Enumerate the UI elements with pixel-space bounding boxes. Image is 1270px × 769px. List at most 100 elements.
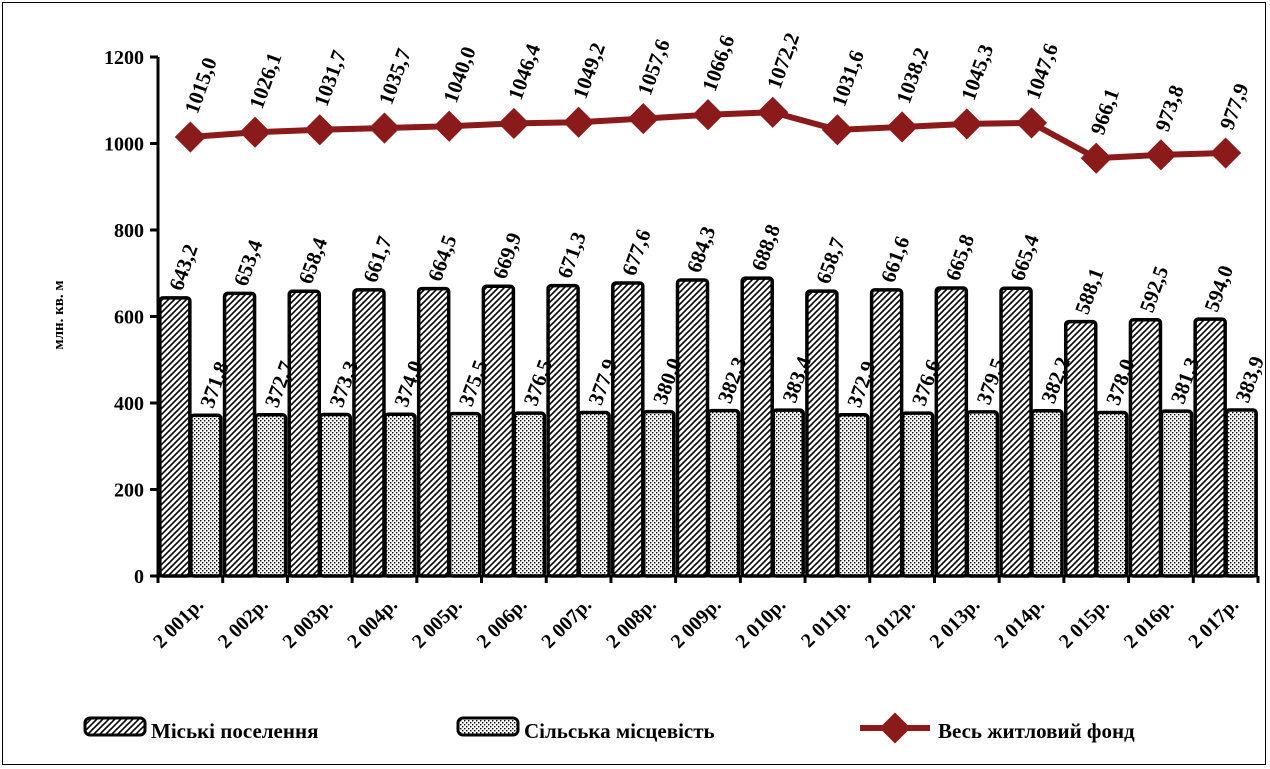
data-label-total: 1040,0 bbox=[438, 43, 480, 105]
line-marker-total bbox=[239, 116, 271, 148]
data-label-total: 966,1 bbox=[1085, 85, 1124, 138]
y-tick-label: 1000 bbox=[104, 134, 144, 156]
data-label-urban: 653,4 bbox=[229, 236, 268, 289]
bar-rural bbox=[189, 413, 223, 578]
bar-rural bbox=[383, 412, 417, 578]
x-tick-label: 2 014р. bbox=[990, 594, 1049, 653]
bar-rural bbox=[1159, 409, 1194, 578]
data-label-total: 1035,7 bbox=[374, 45, 416, 107]
bar-urban bbox=[805, 289, 839, 578]
legend-marker-total bbox=[879, 712, 911, 744]
data-label-total: 1038,2 bbox=[891, 44, 933, 106]
data-label-total: 1031,7 bbox=[309, 47, 351, 109]
data-label-urban: 671,3 bbox=[552, 229, 591, 282]
legend-item-urban: Міські поселення bbox=[83, 716, 318, 743]
data-label-urban: 592,5 bbox=[1135, 263, 1174, 316]
bar-urban bbox=[416, 286, 451, 578]
x-tick-label: 2 009р. bbox=[667, 594, 726, 653]
legend: Міські поселення Сільська місцевість Вес… bbox=[83, 712, 1135, 744]
y-tick-label: 400 bbox=[114, 393, 144, 415]
data-label-urban: 669,9 bbox=[488, 229, 527, 282]
bar-urban bbox=[934, 286, 969, 578]
bar-rural bbox=[447, 411, 482, 578]
legend-item-total: Весь житловий фонд bbox=[860, 712, 1135, 744]
data-label-total: 1046,4 bbox=[503, 40, 545, 103]
x-tick-label: 2 004р. bbox=[343, 594, 402, 653]
bar-rural bbox=[253, 413, 288, 578]
bar-rural bbox=[642, 409, 676, 578]
y-tick-label: 600 bbox=[114, 307, 144, 329]
bar-urban bbox=[222, 291, 257, 578]
bar-rural bbox=[836, 412, 870, 578]
x-tick-label: 2 013р. bbox=[926, 594, 985, 653]
line-marker-total bbox=[886, 111, 918, 143]
data-label-total: 1072,2 bbox=[762, 30, 804, 92]
data-label-urban: 665,4 bbox=[1005, 231, 1044, 284]
bar-rural bbox=[771, 408, 805, 578]
data-label-total: 973,8 bbox=[1150, 82, 1189, 135]
x-tick-label: 2 006р. bbox=[473, 594, 532, 653]
data-label-total: 1015,0 bbox=[179, 54, 221, 116]
bar-urban bbox=[611, 281, 645, 578]
bar-urban bbox=[999, 286, 1033, 578]
x-tick-label: 2 005р. bbox=[408, 594, 467, 653]
legend-swatch-rural bbox=[456, 716, 520, 737]
line-marker-total bbox=[692, 99, 724, 131]
data-label-total: 1031,6 bbox=[827, 47, 869, 109]
bar-rural bbox=[1224, 408, 1258, 578]
data-label-urban: 643,2 bbox=[164, 241, 203, 294]
bar-urban bbox=[287, 289, 322, 578]
data-label-total: 1047,6 bbox=[1021, 40, 1063, 102]
bar-rural bbox=[900, 411, 935, 578]
line-marker-total bbox=[174, 121, 206, 153]
data-label-urban: 661,6 bbox=[876, 233, 915, 286]
bar-urban bbox=[481, 284, 516, 578]
data-label-total: 1049,2 bbox=[568, 39, 610, 101]
line-marker-total bbox=[1210, 137, 1242, 169]
data-label-urban: 594,0 bbox=[1199, 262, 1238, 315]
data-label-urban: 588,1 bbox=[1070, 265, 1109, 318]
data-label-urban: 684,3 bbox=[682, 223, 721, 276]
line-marker-total bbox=[563, 106, 595, 138]
x-tick-label: 2 003р. bbox=[279, 594, 338, 653]
bar-urban bbox=[158, 296, 192, 578]
bar-urban bbox=[740, 276, 774, 578]
line-marker-total bbox=[821, 114, 853, 146]
line-marker-total bbox=[433, 110, 465, 142]
data-label-total: 1045,3 bbox=[956, 41, 998, 103]
legend-label-urban: Міські поселення bbox=[151, 719, 318, 743]
x-tick-label: 2 011р. bbox=[797, 594, 855, 652]
bar-urban bbox=[1193, 317, 1227, 578]
line-marker-total bbox=[498, 107, 530, 139]
legend-label-rural: Сільська місцевість bbox=[524, 719, 715, 743]
line-marker-total bbox=[1015, 107, 1048, 139]
line-marker-total bbox=[1080, 142, 1112, 174]
x-tick-label: 2 002р. bbox=[214, 594, 273, 653]
legend-item-rural: Сільська місцевість bbox=[456, 716, 715, 743]
data-label-total: 1026,1 bbox=[244, 49, 286, 111]
data-label-urban: 664,5 bbox=[423, 232, 462, 285]
x-tick-label: 2 008р. bbox=[602, 594, 661, 653]
bar-urban bbox=[1128, 317, 1163, 578]
bar-rural bbox=[706, 408, 741, 578]
line-marker-total bbox=[627, 103, 659, 135]
x-tick-label: 2 016р. bbox=[1120, 594, 1179, 653]
data-label-urban: 661,7 bbox=[358, 233, 397, 286]
x-tick-label: 2 010р. bbox=[731, 594, 790, 653]
legend-swatch-urban bbox=[83, 716, 147, 737]
data-label-urban: 658,4 bbox=[293, 234, 332, 287]
data-label-urban: 688,8 bbox=[746, 221, 785, 274]
bar-urban bbox=[1063, 319, 1098, 578]
data-label-total: 1066,6 bbox=[697, 32, 739, 94]
bar-rural bbox=[512, 411, 547, 578]
bar-urban bbox=[352, 288, 386, 578]
data-label-total: 977,9 bbox=[1215, 80, 1254, 133]
y-axis-title: млн. кв. м bbox=[51, 280, 67, 349]
data-label-urban: 665,8 bbox=[940, 231, 979, 284]
bar-rural bbox=[577, 410, 611, 578]
y-tick-label: 1200 bbox=[104, 47, 144, 69]
bar-urban bbox=[546, 283, 580, 578]
x-tick-label: 2 007р. bbox=[537, 594, 596, 653]
bar-urban bbox=[675, 278, 710, 578]
